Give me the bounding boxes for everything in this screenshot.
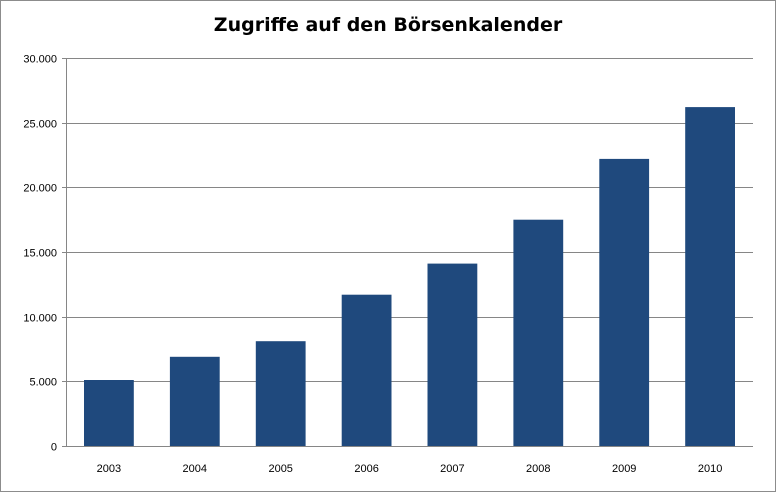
bar — [685, 107, 735, 446]
x-tick-label: 2005 — [268, 463, 292, 475]
x-tick-label: 2008 — [526, 463, 550, 475]
y-tick-label: 25.000 — [23, 119, 57, 131]
bars — [84, 107, 735, 446]
y-tick-label: 5.000 — [29, 377, 57, 389]
bar — [169, 356, 220, 446]
bar — [599, 158, 650, 446]
y-tick-label: 10.000 — [23, 313, 57, 325]
axes — [62, 58, 753, 447]
bar — [341, 294, 392, 446]
x-tick-label: 2009 — [612, 463, 636, 475]
bar — [427, 263, 478, 446]
x-tick-label: 2004 — [183, 463, 207, 475]
bar — [255, 341, 306, 446]
y-tick-label: 30.000 — [23, 54, 57, 66]
bar — [513, 219, 564, 446]
x-tick-label: 2007 — [440, 463, 464, 475]
y-tick-label: 15.000 — [23, 248, 57, 260]
x-tick-label: 2006 — [354, 463, 378, 475]
y-tick-label: 0 — [51, 442, 57, 454]
x-tick-label: 2010 — [698, 463, 722, 475]
chart-title: Zugriffe auf den Börsenkalender — [213, 14, 563, 36]
y-tick-label: 20.000 — [23, 183, 57, 195]
x-tick-label: 2003 — [97, 463, 121, 475]
tick-labels: 0 5.000 10.000 15.000 20.000 25.000 30.000 2003… — [23, 54, 722, 476]
gridlines — [66, 58, 753, 382]
bar — [84, 380, 134, 446]
